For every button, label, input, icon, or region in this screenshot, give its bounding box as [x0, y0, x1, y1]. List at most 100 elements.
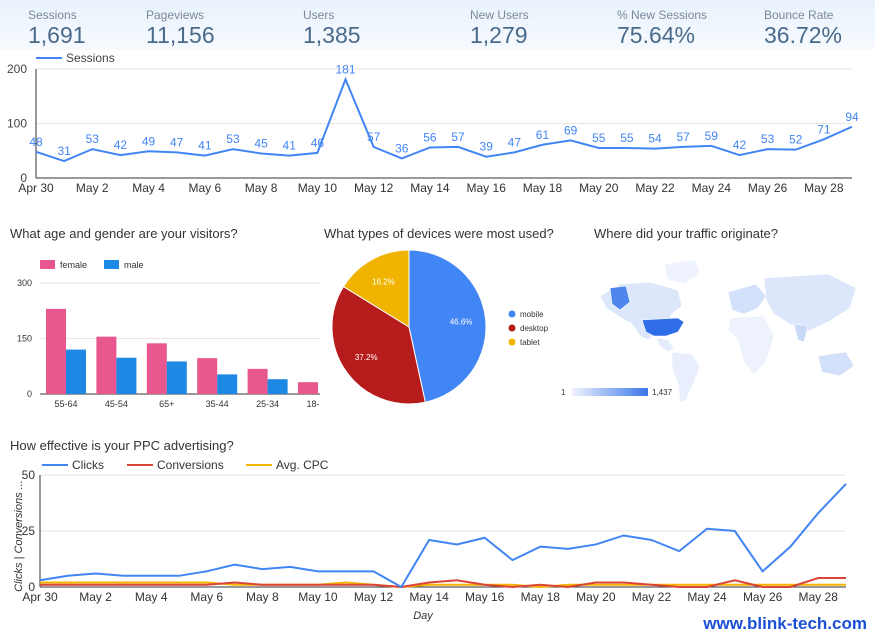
bar-female-18-24 [298, 382, 318, 394]
kpi-bounce-rate: Bounce Rate 36.72% [764, 8, 842, 48]
x-tick-label: May 22 [632, 590, 672, 604]
x-tick-label: May 16 [467, 181, 507, 195]
kpi-bar [0, 0, 875, 50]
x-tick-label: May 4 [135, 590, 168, 604]
data-label: 47 [508, 135, 522, 149]
x-tick-label: 18-24 [306, 399, 320, 409]
x-tick-label: 55-64 [54, 399, 77, 409]
kpi-value: 11,156 [146, 22, 215, 48]
x-tick-label: Apr 30 [18, 181, 54, 195]
y-tick-label: 50 [22, 468, 36, 482]
x-tick-label: May 10 [298, 181, 338, 195]
data-label: 94 [845, 110, 859, 124]
y-tick-label: 0 [20, 171, 27, 185]
data-label: 69 [564, 123, 578, 137]
data-label: 55 [592, 131, 606, 145]
series-line [40, 577, 846, 589]
data-label: 39 [480, 140, 494, 154]
kpi-pageviews: Pageviews 11,156 [146, 8, 215, 48]
data-label: 71 [817, 122, 831, 136]
pie-slice-desktop [331, 285, 426, 405]
y-tick-label: 100 [7, 117, 27, 131]
data-label: 42 [114, 138, 128, 152]
data-label: 42 [733, 138, 747, 152]
kpi-label: Users [303, 8, 335, 22]
x-tick-label: 25-34 [256, 399, 279, 409]
y-tick-label: 300 [17, 278, 32, 288]
x-tick-label: May 14 [410, 181, 450, 195]
data-label: 181 [336, 62, 356, 76]
x-axis-label: Day [413, 610, 434, 622]
data-label: 59 [705, 129, 719, 143]
bar-female-35-44 [197, 358, 218, 394]
data-label: 61 [536, 128, 550, 142]
pie-label: 37.2% [355, 353, 378, 362]
legend-label-tablet: tablet [520, 338, 540, 347]
x-tick-label: May 2 [76, 181, 109, 195]
x-tick-label: May 20 [579, 181, 619, 195]
kpi-label: Bounce Rate [764, 8, 834, 22]
x-tick-label: May 24 [687, 590, 727, 604]
map-asia [763, 273, 857, 333]
pie-slice-tablet [342, 249, 410, 328]
kpi-value: 36.72% [764, 22, 843, 48]
age-gender-bar-chart: female male 0 150 300 55-64 45-54 65+ 35-44 25-34… [17, 260, 320, 409]
data-label: 45 [254, 136, 268, 150]
ppc-line-chart: 0 25 50 Clicks Conversions Avg. CPC Apr 30 May … [13, 458, 847, 622]
x-tick-label: May 18 [521, 590, 561, 604]
kpi-label: New Users [470, 8, 529, 22]
data-label: 41 [283, 139, 297, 153]
kpi-label: Pageviews [146, 8, 205, 22]
world-map-graphic: 1 1,437 [561, 259, 857, 403]
map-australia [817, 351, 855, 377]
bar-female-55-64 [46, 308, 66, 394]
y-tick-label: 0 [27, 389, 32, 399]
kpi-label: Sessions [28, 8, 77, 22]
traffic-title: Where did your traffic originate? [594, 226, 779, 241]
kpi-value: 1,691 [28, 22, 86, 48]
kpi-users: Users 1,385 [303, 8, 361, 48]
sessions-line [35, 76, 853, 163]
legend-label-male: male [124, 260, 144, 270]
data-label: 54 [648, 132, 662, 146]
x-tick-label: May 16 [465, 590, 505, 604]
data-label: 53 [761, 132, 775, 146]
x-tick-label: May 24 [692, 181, 732, 195]
x-tick-label: May 26 [748, 181, 788, 195]
kpi-sessions: Sessions 1,691 [28, 8, 86, 48]
x-tick-label: May 22 [635, 181, 675, 195]
x-tick-label: May 12 [354, 590, 394, 604]
x-tick-label: May 8 [246, 590, 279, 604]
legend-dot-desktop [508, 324, 516, 332]
y-tick-label: 0 [28, 580, 35, 594]
legend-label-mobile: mobile [520, 310, 544, 319]
map-legend-max: 1,437 [652, 388, 673, 397]
kpi-value: 1,279 [470, 22, 528, 48]
x-tick-label: May 28 [799, 590, 839, 604]
series-line [39, 483, 847, 589]
legend-dot-mobile [508, 310, 516, 318]
kpi-label: % New Sessions [617, 8, 708, 22]
data-label: 57 [676, 130, 690, 144]
x-tick-label: May 10 [298, 590, 338, 604]
kpi-new-users: New Users 1,279 [470, 8, 529, 48]
x-tick-label: May 6 [190, 590, 223, 604]
x-tick-label: May 12 [354, 181, 394, 195]
data-label: 31 [57, 144, 71, 158]
map-legend-min: 1 [561, 388, 566, 397]
pie-label: 46.6% [450, 317, 473, 326]
y-tick-label: 200 [7, 62, 27, 76]
pie-slice-mobile [408, 249, 487, 403]
map-south-america [671, 351, 701, 403]
data-label: 49 [142, 134, 156, 148]
map-europe [727, 283, 767, 315]
bar-male-65+ [166, 361, 187, 394]
x-tick-label: 45-54 [105, 399, 128, 409]
data-label: 47 [170, 135, 184, 149]
ppc-title: How effective is your PPC advertising? [10, 438, 234, 453]
bar-male-45-54 [116, 357, 137, 394]
map-india [793, 323, 809, 343]
watermark: www.blink-tech.com [703, 614, 867, 633]
x-tick-label: May 28 [804, 181, 844, 195]
kpi-new-sessions: % New Sessions 75.64% [617, 8, 707, 48]
